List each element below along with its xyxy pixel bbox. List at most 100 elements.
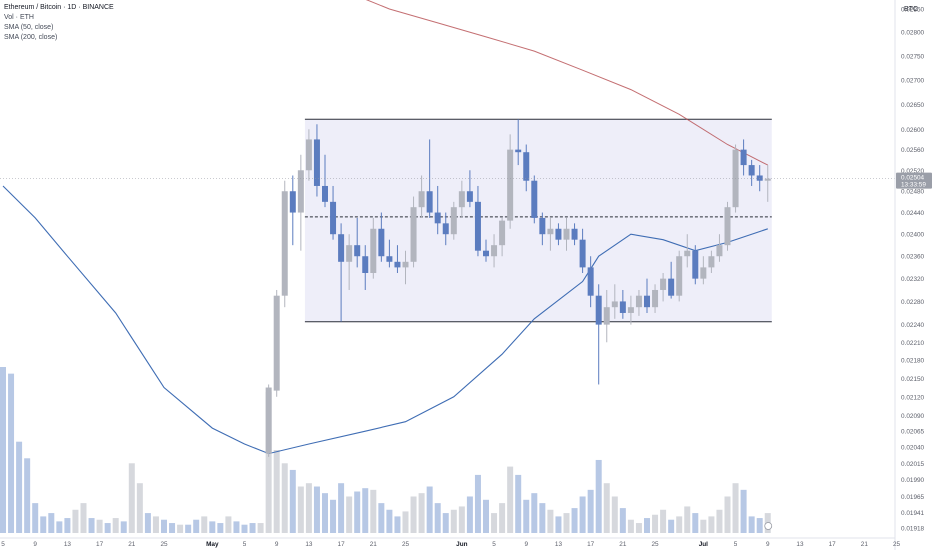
- volume-bar: [547, 509, 554, 533]
- candle: [515, 119, 522, 166]
- candle-body: [644, 295, 650, 308]
- candle: [354, 217, 361, 268]
- candle-body: [668, 278, 675, 296]
- candle: [764, 165, 771, 202]
- candle: [410, 196, 417, 268]
- volume-bar: [619, 508, 626, 533]
- price-tick-label: 0.02120: [901, 394, 925, 401]
- candle: [322, 154, 328, 208]
- candle-body: [354, 245, 361, 257]
- candle-body: [563, 228, 570, 240]
- candle-body: [289, 191, 296, 213]
- candle-body: [531, 180, 538, 218]
- candle-body: [410, 207, 417, 262]
- sma200-label[interactable]: SMA (200, close): [4, 34, 58, 41]
- candle: [635, 289, 642, 316]
- time-tick-label: 9: [33, 541, 37, 548]
- candle-body: [491, 245, 498, 257]
- volume-bar: [0, 367, 6, 533]
- candle: [603, 289, 610, 343]
- candle: [652, 284, 659, 313]
- candle-body: [603, 307, 610, 325]
- range-box-fill: [304, 119, 772, 322]
- time-tick-label: 9: [275, 541, 279, 548]
- time-tick-label: May: [206, 541, 219, 548]
- volume-bar: [507, 466, 514, 533]
- volume-bar: [676, 516, 683, 533]
- candle-body: [499, 220, 506, 246]
- candle-body: [305, 139, 312, 171]
- time-tick-label: 17: [96, 541, 104, 548]
- pair-title[interactable]: Ethereum / Bitcoin · 1D · BINANCE: [4, 4, 114, 11]
- candle: [692, 245, 699, 285]
- candle: [531, 175, 538, 224]
- volume-bar: [539, 503, 546, 533]
- volume-bar: [595, 459, 602, 533]
- volume-bar: [48, 513, 55, 533]
- candle-body: [547, 228, 554, 235]
- candle-body: [595, 295, 602, 325]
- candle-body: [273, 295, 280, 391]
- volume-bar: [201, 516, 208, 533]
- candle-body: [474, 201, 481, 251]
- candle: [450, 201, 457, 240]
- candle-body: [700, 267, 707, 279]
- candle-body: [466, 191, 473, 202]
- price-tick-label: 0.02480: [901, 189, 925, 196]
- volume-pane: [0, 367, 771, 533]
- candle-body: [322, 185, 328, 202]
- time-axis[interactable]: 5 9 13 17 21 25 May 5 9 13 17 21 25 Jun 5 9 13 17 21 25 Jul 5…: [0, 522, 932, 549]
- volume-bar: [756, 518, 763, 533]
- time-tick-label: 17: [338, 541, 346, 548]
- candle: [595, 284, 602, 385]
- candle: [442, 212, 449, 246]
- volume-bar: [660, 509, 667, 533]
- candle-body: [764, 178, 771, 181]
- price-tick-label: 0.02600: [901, 127, 925, 134]
- candle-body: [515, 149, 522, 153]
- candle: [539, 212, 546, 246]
- price-tick-label: 0.01918: [901, 526, 925, 533]
- price-tick-label: 0.01965: [901, 494, 925, 501]
- axis-currency-label: BTC: [904, 6, 918, 13]
- volume-bar: [370, 489, 377, 533]
- volume-label[interactable]: Vol · ETH: [4, 14, 34, 21]
- candle: [466, 170, 473, 208]
- volume-bar: [313, 486, 320, 533]
- candle: [418, 175, 425, 218]
- volume-bar: [136, 483, 143, 533]
- time-tick-label: 9: [524, 541, 528, 548]
- range-box[interactable]: [304, 118, 772, 323]
- volume-bar: [531, 493, 538, 533]
- time-tick-label: Jul: [699, 541, 708, 548]
- volume-bar: [273, 450, 280, 533]
- candle: [483, 239, 489, 262]
- price-tick-label: 0.02280: [901, 299, 925, 306]
- volume-bar: [362, 488, 369, 533]
- price-tick-label: 0.02210: [901, 340, 925, 347]
- candle: [611, 284, 618, 319]
- candle: [330, 185, 337, 240]
- candle-body: [756, 175, 763, 181]
- price-tick-label: 0.02360: [901, 254, 925, 261]
- price-tick-label: 0.02400: [901, 232, 925, 239]
- candle: [378, 212, 385, 262]
- candle: [289, 175, 296, 246]
- volume-bar: [225, 516, 232, 533]
- volume-bar: [410, 496, 417, 533]
- candle: [338, 223, 345, 322]
- lightning-icon[interactable]: [764, 522, 773, 530]
- volume-bar: [209, 521, 216, 533]
- volume-bar: [330, 499, 337, 533]
- candle: [386, 239, 393, 268]
- volume-bar: [96, 519, 103, 533]
- volume-bar: [322, 493, 328, 533]
- volume-bar: [611, 496, 618, 533]
- volume-bar: [217, 523, 224, 533]
- candle-body: [434, 212, 441, 224]
- time-tick-label: 13: [305, 541, 313, 548]
- candle-body: [571, 228, 578, 240]
- sma50-label[interactable]: SMA (50, close): [4, 24, 54, 31]
